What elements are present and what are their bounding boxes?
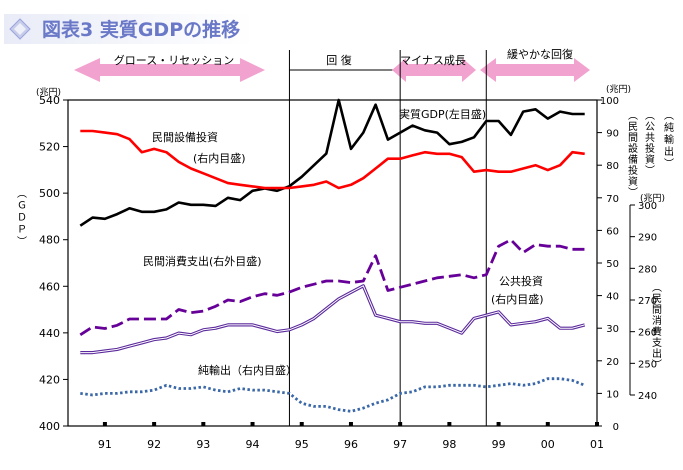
figure-title: 図表3 実質GDPの推移 — [42, 18, 240, 41]
left-axis-unit: (兆円) — [36, 87, 61, 98]
x-axis-tick — [398, 422, 403, 426]
x-axis-tick-label: 91 — [98, 438, 112, 451]
right-outer-axis-tick-label: 290 — [638, 233, 657, 244]
right-inner-axis-tick-label: 0 — [613, 422, 619, 433]
phase-label-recession: グロース・リセッション — [114, 53, 234, 67]
right-inner-axis-tick-label: 100 — [600, 96, 619, 107]
left-axis-tick-label: 480 — [39, 234, 60, 247]
right-outer-axis-tick-label: 270 — [638, 296, 657, 307]
annotation-public-scale: (右内目盛) — [491, 292, 544, 306]
right-outer-axis: (兆円) 240 250 260 270 280 290 300 — [629, 193, 665, 402]
phase-bands: グロース・リセッション 回 復 マイナス成長 緩やかな回復 — [74, 48, 590, 82]
annotation-public: 公共投資 — [499, 274, 543, 288]
right-inner-axis-tick-label: 40 — [606, 292, 619, 303]
phase-label-recovery: 回 復 — [326, 54, 352, 67]
x-axis-tick-label: 01 — [590, 438, 604, 451]
x-axis-tick — [496, 422, 501, 426]
left-axis-tick-label: 500 — [39, 187, 60, 200]
left-axis-tick-label: 440 — [39, 327, 60, 340]
phase-label-negative-growth: マイナス成長 — [400, 54, 466, 67]
x-axis-tick-label: 96 — [344, 438, 358, 451]
right-inner-axis-tick-label: 50 — [606, 259, 619, 270]
x-axis-tick — [595, 422, 599, 426]
public-investment-line-inner — [80, 285, 585, 354]
annotation-netexports: 純輸出（右内目盛） — [198, 363, 297, 377]
right-inner-axis-unit: (兆円) — [606, 84, 631, 95]
right-outer-axis-tick-label: 260 — [638, 328, 657, 339]
right-axis-title-netexports: （純輸出） — [662, 110, 674, 170]
right-outer-axis-tick-label: 250 — [638, 359, 657, 370]
right-axis-title-capex: （民間設備投資） — [626, 110, 638, 198]
x-axis-tick-label: 94 — [246, 438, 260, 451]
right-outer-axis-tick-label: 280 — [638, 264, 657, 275]
left-axis-title: （ＧＤＰ） — [15, 188, 27, 248]
x-axis-tick — [201, 422, 206, 426]
annotation-capex-scale: (右内目盛) — [193, 151, 246, 165]
x-axis-tick — [348, 422, 353, 426]
left-axis-tick-label: 420 — [39, 373, 60, 386]
right-inner-axis-tick-label: 60 — [606, 226, 619, 237]
annotation-gdp: 実質GDP(左目盛) — [399, 107, 486, 121]
series-group — [79, 98, 586, 413]
x-axis-tick-label: 97 — [393, 438, 407, 451]
right-outer-axis-title-text: （民間消費支出） — [650, 282, 662, 370]
left-axis: (兆円) 400 420 440 460 480 500 520 540 — [36, 87, 68, 433]
annotations: 実質GDP(左目盛) 民間設備投資 (右内目盛) 民間消費支出(右外目盛) 公共… — [143, 107, 544, 377]
phase-arrow-recession: グロース・リセッション — [74, 53, 265, 82]
x-axis-tick-label: 93 — [196, 438, 210, 451]
diamond-icon — [9, 18, 31, 40]
x-axis-tick-label: 92 — [147, 438, 161, 451]
annotation-capex: 民間設備投資 — [152, 130, 218, 144]
right-inner-axis-tick-label: 80 — [606, 161, 619, 172]
x-axis-tick-label: 99 — [492, 438, 506, 451]
right-inner-axis-tick-label: 70 — [606, 194, 619, 205]
x-axis-tick-label: 95 — [295, 438, 309, 451]
title-background — [4, 14, 254, 44]
phase-boundaries — [288, 50, 487, 426]
x-axis-tick — [152, 422, 157, 426]
left-axis-tick-label: 540 — [39, 94, 60, 107]
right-inner-axis: (兆円) 0 10 20 30 40 50 60 70 80 90 100 — [597, 84, 631, 433]
right-outer-axis-tick-label: 300 — [638, 201, 657, 212]
x-axis-tick — [545, 422, 550, 426]
x-axis-tick — [299, 422, 304, 426]
left-axis-tick-label: 460 — [39, 280, 60, 293]
phase-label-moderate-recovery: 緩やかな回復 — [507, 48, 573, 61]
right-outer-axis-tick-label: 240 — [638, 391, 657, 402]
x-axis-tick — [102, 422, 107, 426]
left-axis-tick-label: 520 — [39, 141, 60, 154]
right-inner-axis-tick-label: 30 — [606, 324, 619, 335]
x-axis: 91 92 93 94 95 96 97 98 99 00 01 — [98, 422, 604, 451]
x-axis-tick-label: 00 — [541, 438, 555, 451]
gdp-line — [79, 98, 585, 227]
phase-arrow-moderate-recovery: 緩やかな回復 — [480, 48, 590, 82]
right-outer-axis-title: （民間消費支出） — [650, 282, 662, 370]
right-inner-axis-tick-label: 20 — [606, 357, 619, 368]
phase-arrow-recovery: 回 復 — [289, 54, 401, 71]
right-inner-axis-tick-label: 10 — [606, 389, 619, 400]
x-axis-tick-label: 98 — [442, 438, 456, 451]
x-axis-tick — [447, 422, 452, 426]
right-inner-axis-titles: （民間設備投資） （公共投資） （純輸出） — [626, 110, 674, 198]
x-axis-tick — [250, 422, 255, 426]
phase-arrow-negative-growth: マイナス成長 — [392, 54, 476, 82]
right-axis-title-public: （公共投資） — [643, 110, 655, 176]
annotation-consumption: 民間消費支出(右外目盛) — [143, 254, 262, 268]
left-axis-tick-label: 400 — [39, 420, 60, 433]
right-outer-axis-unit: (兆円) — [640, 193, 665, 204]
net-exports-line — [80, 377, 586, 413]
consumption-line — [79, 238, 585, 336]
right-inner-axis-tick-label: 90 — [606, 129, 619, 140]
left-axis-title-text: （ＧＤＰ） — [15, 188, 27, 248]
title-block: 図表3 実質GDPの推移 — [4, 14, 254, 44]
capex-line — [80, 129, 585, 190]
